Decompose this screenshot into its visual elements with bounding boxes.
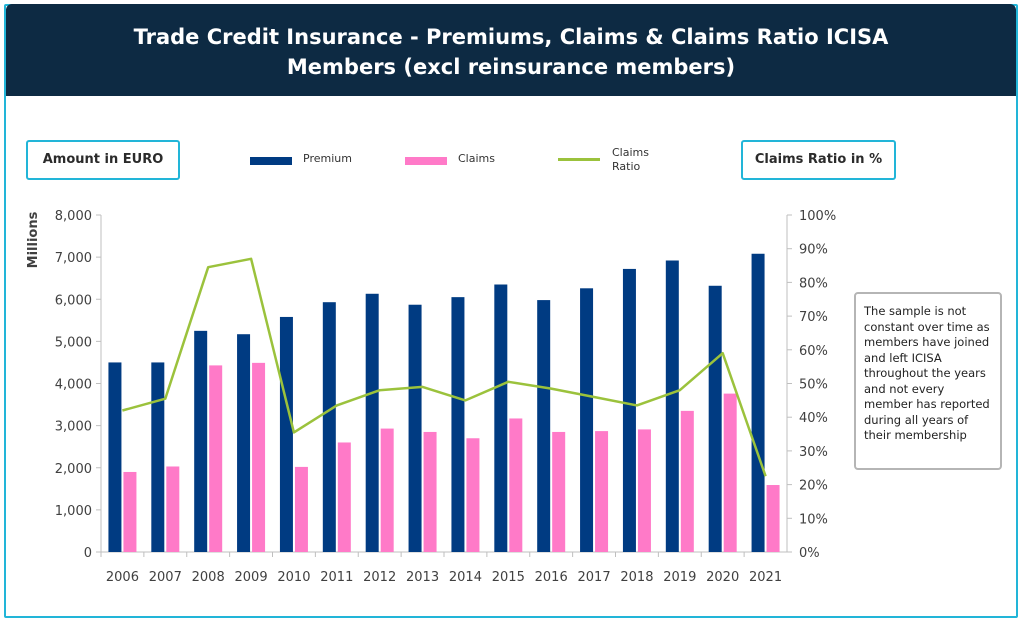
- x-tick-label: 2008: [192, 570, 225, 585]
- claims-bar: [637, 429, 651, 552]
- claims-bar: [337, 442, 351, 552]
- y2-tick-label: 40%: [799, 411, 828, 426]
- premium-bar: [622, 268, 636, 552]
- y2-tick-label: 80%: [799, 276, 828, 291]
- premium-bar: [451, 297, 465, 552]
- x-tick-label: 2009: [235, 570, 268, 585]
- premium-bar: [237, 334, 251, 552]
- y2-tick-label: 30%: [799, 445, 828, 460]
- x-tick-label: 2020: [706, 570, 739, 585]
- left-axis-box-label: Amount in EURO: [26, 140, 180, 180]
- x-tick-label: 2011: [320, 570, 353, 585]
- premium-bar: [665, 260, 679, 552]
- sample-note: The sample is not constant over time as …: [854, 292, 1002, 470]
- y2-tick-label: 20%: [799, 479, 828, 494]
- y2-tick-label: 50%: [799, 378, 828, 393]
- chart-title-line1: Trade Credit Insurance - Premiums, Claim…: [133, 25, 889, 49]
- y2-tick-label: 0%: [799, 546, 820, 561]
- x-tick-label: 2007: [149, 570, 182, 585]
- claims-bar: [509, 418, 523, 552]
- legend-ratio-line2: Ratio: [612, 160, 641, 173]
- y-tick-label: 0: [84, 546, 92, 561]
- premium-bar: [365, 293, 379, 552]
- claims-bar: [466, 438, 480, 552]
- y-axis-title: Millions: [26, 211, 41, 268]
- premium-bar: [408, 304, 422, 552]
- claims-bar: [766, 485, 780, 552]
- legend-premium-label: Premium: [303, 152, 352, 165]
- claims-bar: [123, 471, 137, 552]
- y2-tick-label: 60%: [799, 344, 828, 359]
- y2-tick-label: 100%: [799, 209, 836, 224]
- claims-bar: [595, 431, 609, 552]
- x-tick-label: 2021: [749, 570, 782, 585]
- premium-bar: [322, 302, 336, 552]
- claims-bar: [380, 428, 394, 552]
- legend-ratio-swatch: [558, 158, 600, 161]
- legend-claims-label: Claims: [458, 152, 495, 165]
- right-axis-box-label: Claims Ratio in %: [741, 140, 896, 180]
- legend-premium-swatch: [250, 157, 292, 165]
- premium-bar: [151, 362, 165, 552]
- chart-title-line2: Members (excl reinsurance members): [286, 55, 736, 79]
- y2-tick-label: 70%: [799, 310, 828, 325]
- x-tick-label: 2016: [535, 570, 568, 585]
- premium-bar: [194, 330, 208, 552]
- y-tick-label: 6,000: [55, 293, 92, 308]
- x-tick-label: 2014: [449, 570, 482, 585]
- x-tick-label: 2019: [663, 570, 696, 585]
- x-tick-label: 2015: [492, 570, 525, 585]
- claims-ratio-line: [122, 257, 767, 477]
- y-tick-label: 3,000: [55, 420, 92, 435]
- claims-bar: [723, 393, 737, 552]
- premium-bar: [494, 284, 508, 552]
- premium-bar: [708, 285, 722, 552]
- y-tick-label: 4,000: [55, 378, 92, 393]
- legend-ratio-label: Claims Ratio: [612, 146, 649, 174]
- x-tick-label: 2012: [363, 570, 396, 585]
- premium-bar: [751, 253, 765, 552]
- claims-bar: [294, 466, 308, 552]
- y2-tick-label: 90%: [799, 243, 828, 258]
- premium-bar: [580, 288, 594, 552]
- x-tick-label: 2018: [620, 570, 653, 585]
- x-tick-label: 2010: [277, 570, 310, 585]
- y-tick-label: 2,000: [55, 462, 92, 477]
- claims-bar: [252, 362, 266, 552]
- premium-bar: [279, 316, 293, 552]
- x-tick-label: 2013: [406, 570, 439, 585]
- x-tick-label: 2006: [106, 570, 139, 585]
- y-tick-label: 8,000: [55, 209, 92, 224]
- claims-bar: [423, 431, 437, 552]
- premium-bar: [108, 362, 122, 552]
- claims-bar: [166, 466, 180, 552]
- x-tick-label: 2017: [578, 570, 611, 585]
- claims-bar: [680, 410, 694, 552]
- claims-bar: [552, 431, 566, 552]
- premium-bar: [537, 300, 551, 552]
- claims-bar: [209, 365, 223, 552]
- y-tick-label: 5,000: [55, 335, 92, 350]
- chart-header: Trade Credit Insurance - Premiums, Claim…: [6, 4, 1016, 96]
- y-tick-label: 7,000: [55, 251, 92, 266]
- y-tick-label: 1,000: [55, 504, 92, 519]
- legend-ratio-line1: Claims: [612, 146, 649, 159]
- legend-claims-swatch: [405, 157, 447, 165]
- y2-tick-label: 10%: [799, 512, 828, 527]
